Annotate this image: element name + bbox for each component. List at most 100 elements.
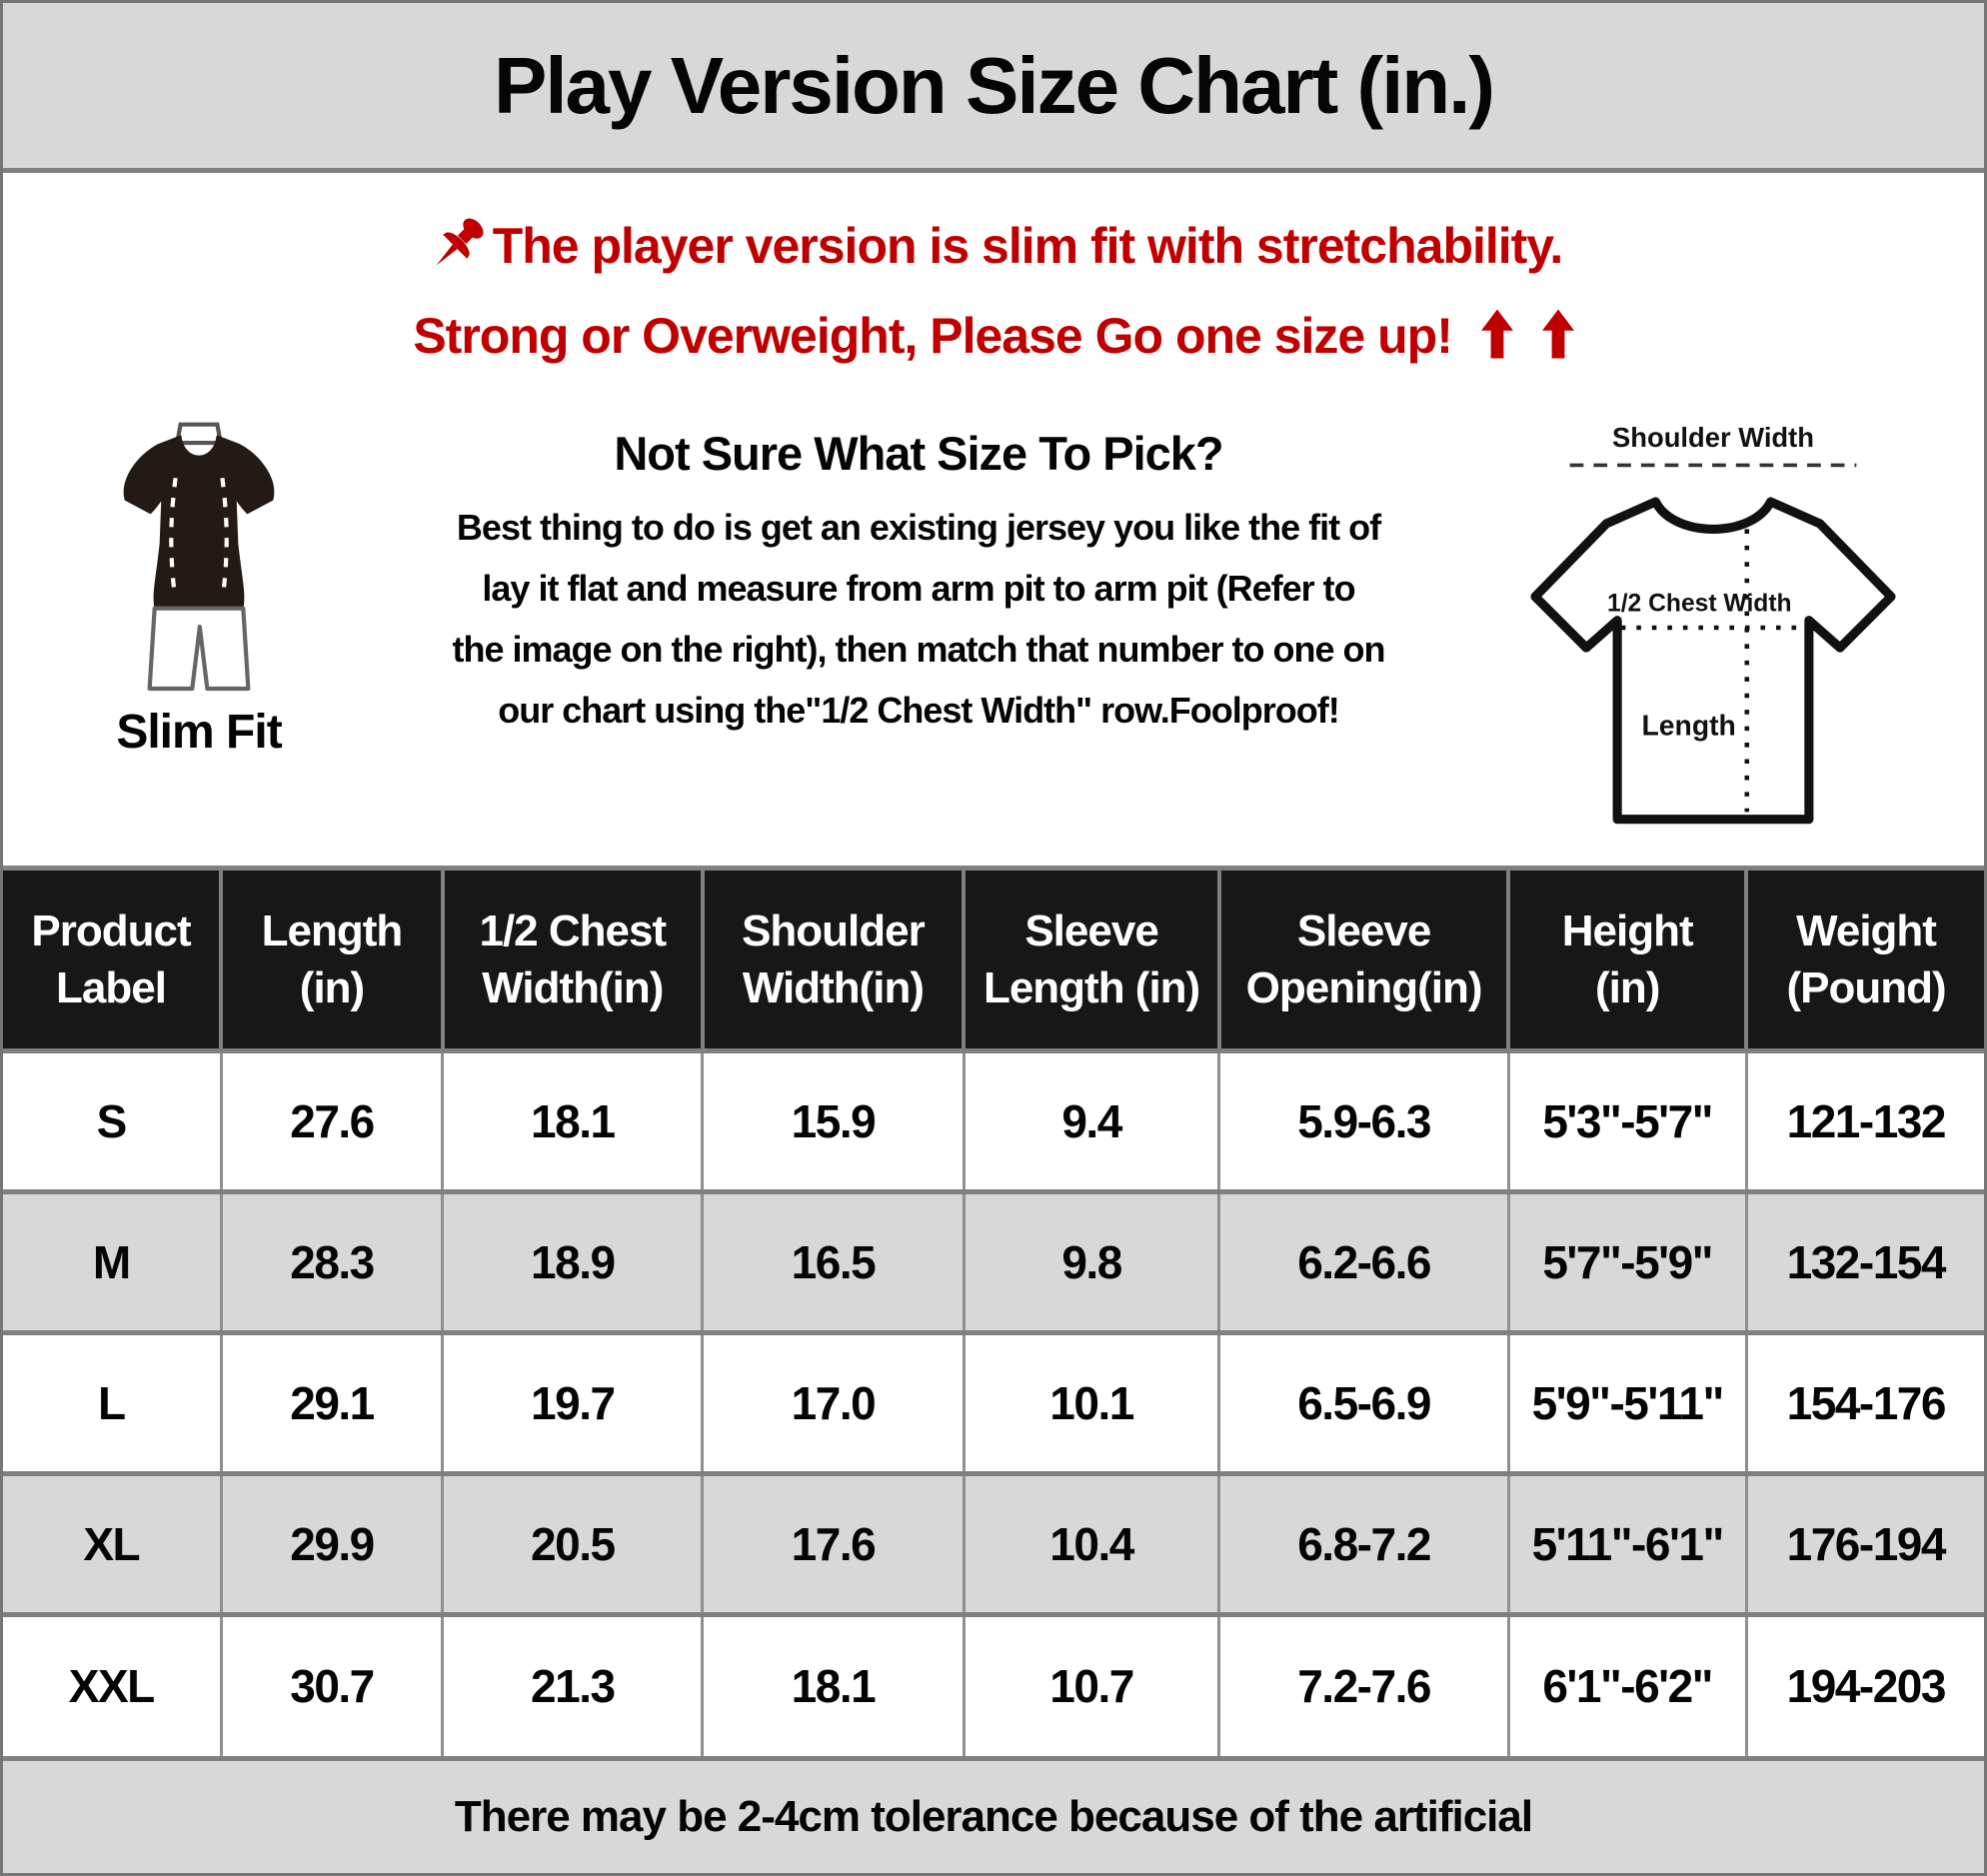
footer-bar: There may be 2-4cm tolerance because of …: [3, 1755, 1984, 1873]
notice-line-2: Strong or Overweight, Please Go one size…: [3, 278, 1984, 368]
table-cell: 17.6: [701, 1471, 965, 1615]
size-guide-heading: Not Sure What Size To Pick?: [614, 427, 1223, 480]
title-bar: Play Version Size Chart (in.): [3, 3, 1984, 173]
table-cell: 28.3: [219, 1189, 443, 1333]
size-guide-line: Best thing to do is get an existing jers…: [456, 507, 1381, 548]
size-guide-line: our chart using the"1/2 Chest Width" row…: [498, 690, 1339, 731]
header-line: 1/2 Chest: [479, 907, 667, 955]
content-area: The player version is slim fit with stre…: [3, 173, 1984, 866]
table-cell: 27.6: [219, 1048, 443, 1192]
header-line: Width(in): [482, 963, 664, 1012]
notice-line-1: The player version is slim fit with stre…: [3, 173, 1984, 278]
page-title: Play Version Size Chart (in.): [493, 40, 1495, 130]
table-cell: 30.7: [219, 1612, 443, 1756]
header-line: (Pound): [1786, 963, 1946, 1012]
length-label: Length: [1642, 710, 1736, 742]
table-cell: 19.7: [441, 1330, 703, 1474]
header-line: Shoulder: [742, 907, 926, 955]
table-cell: 9.8: [962, 1189, 1219, 1333]
table-cell: XXL: [3, 1612, 222, 1756]
table-cell: 18.1: [701, 1612, 965, 1756]
header-line: Sleeve: [1024, 907, 1158, 955]
table-cell: 5'3"-5'7": [1506, 1048, 1747, 1192]
table-cell: L: [3, 1330, 222, 1474]
header-line: Length (in): [983, 963, 1200, 1012]
table-cell: 5'7"-5'9": [1506, 1189, 1747, 1333]
header-line: Label: [56, 963, 167, 1012]
header-line: Height: [1561, 907, 1694, 955]
size-guide-line: the image on the right), then match that…: [452, 629, 1386, 670]
table-cell: 18.1: [441, 1048, 703, 1192]
header-cell-product-label: Product Label: [3, 866, 222, 1051]
table-cell: 6.8-7.2: [1217, 1471, 1509, 1615]
table-cell: 6.5-6.9: [1217, 1330, 1509, 1474]
header-line: Sleeve: [1296, 907, 1431, 955]
tolerance-note: There may be 2-4cm tolerance because of …: [454, 1791, 1533, 1841]
header-line: Length: [261, 907, 404, 955]
table-cell: 10.7: [962, 1612, 1219, 1756]
table-row-xxl: XXL 30.7 21.3 18.1 10.7 7.2-7.6 6'1"-6'2…: [3, 1612, 1984, 1756]
table-row-xl: XL 29.9 20.5 17.6 10.4 6.8-7.2 5'11"-6'1…: [3, 1471, 1984, 1615]
info-row: Slim Fit Not Sure What Size To Pick? Bes…: [3, 418, 1984, 838]
table-cell: 176-194: [1744, 1471, 1984, 1615]
header-cell-half-chest-width: 1/2 Chest Width(in): [440, 866, 703, 1051]
table-cell: M: [3, 1189, 222, 1333]
up-arrow-icon: [1541, 309, 1574, 359]
pushpin-icon: [436, 218, 484, 266]
header-cell-sleeve-opening: Sleeve Opening(in): [1216, 866, 1509, 1051]
tshirt-diagram-icon: Shoulder Width 1/2 Chest Width Length: [1530, 422, 1896, 825]
size-guide-body: Best thing to do is get an existing jers…: [349, 497, 1488, 741]
table-header-row: Product Label Length (in) 1/2 Chest Width(i…: [3, 866, 1984, 1051]
slim-fit-label: Slim Fit: [116, 706, 282, 759]
table-cell: 10.4: [962, 1471, 1219, 1615]
header-cell-weight: Weight (Pound): [1744, 866, 1984, 1051]
table-row-m: M 28.3 18.9 16.5 9.8 6.2-6.6 5'7"-5'9" 1…: [3, 1189, 1984, 1333]
table-cell: 20.5: [441, 1471, 703, 1615]
measurement-diagram: Shoulder Width 1/2 Chest Width Length: [1488, 418, 1938, 838]
table-row-l: L 29.1 19.7 17.0 10.1 6.5-6.9 5'9"-5'11"…: [3, 1330, 1984, 1474]
up-arrow-icon: [1480, 309, 1513, 359]
table-cell: 5'11"-6'1": [1506, 1471, 1747, 1615]
table-cell: 21.3: [441, 1612, 703, 1756]
chest-width-label: 1/2 Chest Width: [1607, 591, 1792, 618]
header-cell-height: Height (in): [1506, 866, 1747, 1051]
header-line: (in): [1594, 963, 1660, 1012]
table-cell: 16.5: [701, 1189, 965, 1333]
table-cell: 121-132: [1744, 1048, 1984, 1192]
size-guide-line: lay it flat and measure from arm pit to …: [482, 568, 1355, 609]
header-line: Weight: [1796, 907, 1937, 955]
table-cell: XL: [3, 1471, 222, 1615]
header-cell-shoulder-width: Shoulder Width(in): [700, 866, 965, 1051]
table-cell: 29.9: [219, 1471, 443, 1615]
header-line: Width(in): [742, 963, 925, 1012]
table-cell: 6'1"-6'2": [1506, 1612, 1747, 1756]
size-table: Product Label Length (in) 1/2 Chest Width(i…: [3, 866, 1984, 1756]
header-line: (in): [299, 963, 365, 1012]
notice-2-text: Strong or Overweight, Please Go one size…: [413, 308, 1453, 364]
table-row-s: S 27.6 18.1 15.9 9.4 5.9-6.3 5'3"-5'7" 1…: [3, 1048, 1984, 1192]
table-cell: 5'9"-5'11": [1506, 1330, 1747, 1474]
table-cell: 17.0: [701, 1330, 965, 1474]
header-cell-sleeve-length: Sleeve Length (in): [962, 866, 1219, 1051]
table-cell: 10.1: [962, 1330, 1219, 1474]
table-cell: 132-154: [1744, 1189, 1984, 1333]
header-line: Product: [31, 907, 191, 955]
table-cell: 5.9-6.3: [1217, 1048, 1509, 1192]
header-cell-length: Length (in): [219, 866, 443, 1051]
table-cell: 18.9: [441, 1189, 703, 1333]
slim-fit-icon: [123, 422, 275, 692]
table-cell: 7.2-7.6: [1217, 1612, 1509, 1756]
table-cell: 6.2-6.6: [1217, 1189, 1509, 1333]
shoulder-width-label: Shoulder Width: [1612, 422, 1814, 453]
table-cell: S: [3, 1048, 222, 1192]
table-cell: 9.4: [962, 1048, 1219, 1192]
notice-1-text: The player version is slim fit with stre…: [492, 218, 1564, 274]
header-line: Opening(in): [1245, 963, 1483, 1012]
slim-fit-figure: Slim Fit: [49, 418, 349, 760]
table-cell: 194-203: [1744, 1612, 1984, 1756]
table-cell: 15.9: [701, 1048, 965, 1192]
table-cell: 29.1: [219, 1330, 443, 1474]
table-cell: 154-176: [1744, 1330, 1984, 1474]
size-guide: Not Sure What Size To Pick? Best thing t…: [349, 418, 1488, 741]
